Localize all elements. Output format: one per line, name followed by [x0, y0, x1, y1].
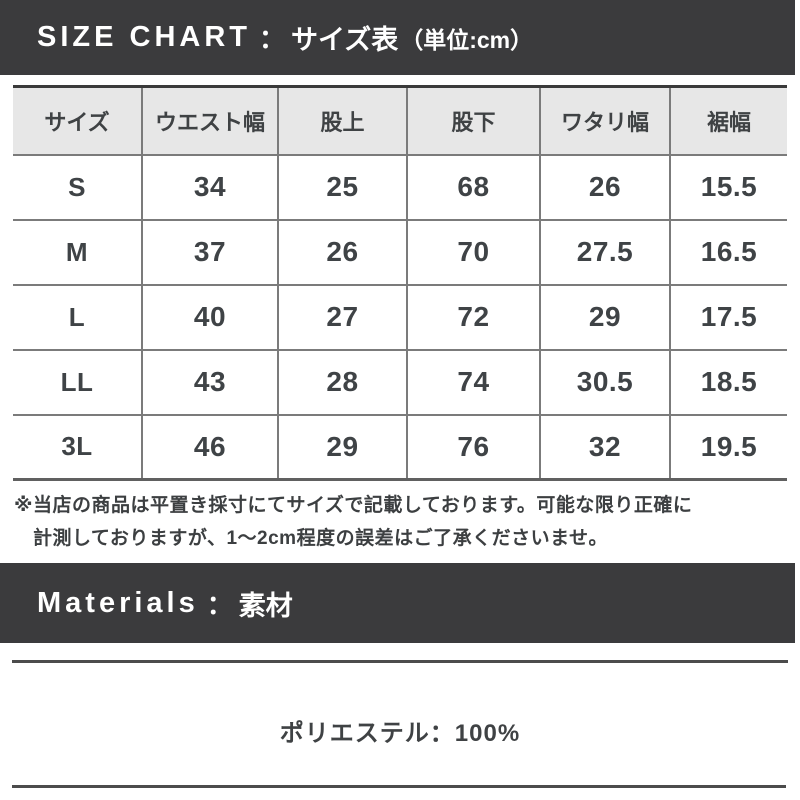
column-header-waist: ウエスト幅	[141, 86, 279, 156]
thigh-value: 32	[539, 414, 671, 481]
size-label: L	[13, 284, 143, 351]
divider-line-bottom	[12, 785, 786, 788]
materials-composition: ポリエステル：100%	[279, 720, 521, 747]
hem-value: 17.5	[669, 284, 787, 351]
size-chart-title-separator: ：	[259, 24, 286, 54]
divider-line-top	[12, 660, 788, 663]
hem-value: 19.5	[669, 414, 787, 481]
hem-value: 16.5	[669, 219, 787, 286]
size-label: S	[13, 154, 143, 221]
materials-title-separator: ：	[206, 589, 233, 620]
inseam-value: 76	[406, 414, 541, 481]
thigh-value: 26	[539, 154, 671, 221]
size-label: 3L	[13, 414, 143, 481]
table-row: L 40 27 72 29 17.5	[13, 284, 787, 351]
thigh-value: 30.5	[539, 349, 671, 416]
size-label: M	[13, 219, 143, 286]
table-row: S 34 25 68 26 15.5	[13, 154, 787, 221]
rise-value: 29	[277, 414, 408, 481]
column-header-thigh: ワタリ幅	[539, 86, 671, 156]
waist-value: 43	[141, 349, 279, 416]
rise-value: 28	[277, 349, 408, 416]
rise-value: 27	[277, 284, 408, 351]
materials-title-ja: 素材	[238, 590, 293, 621]
table-row: LL 43 28 74 30.5 18.5	[13, 349, 787, 416]
size-chart-title-en: SIZE CHART	[37, 21, 251, 53]
hem-value: 18.5	[669, 349, 787, 416]
waist-value: 34	[141, 154, 279, 221]
hem-value: 15.5	[669, 154, 787, 221]
inseam-value: 68	[406, 154, 541, 221]
inseam-value: 72	[406, 284, 541, 351]
size-chart-title-ja: サイズ表	[291, 25, 399, 55]
table-row: M 37 26 70 27.5 16.5	[13, 219, 787, 286]
rise-value: 25	[277, 154, 408, 221]
table-header-row: サイズ ウエスト幅 股上 股下 ワタリ幅 裾幅	[13, 86, 787, 156]
size-chart-table: サイズ ウエスト幅 股上 股下 ワタリ幅 裾幅 S 34 25 68 26 15…	[13, 85, 787, 481]
inseam-value: 70	[406, 219, 541, 286]
note-line-1: ※当店の商品は平置き採寸にてサイズで記載しております。可能な限り正確に	[14, 495, 693, 516]
waist-value: 46	[141, 414, 279, 481]
size-chart-title-unit: （単位:cm）	[400, 26, 534, 53]
measurement-note: ※当店の商品は平置き採寸にてサイズで記載しております。可能な限り正確に 計測して…	[14, 489, 788, 555]
waist-value: 37	[141, 219, 279, 286]
materials-header-bar: Materials ： 素材	[0, 563, 795, 643]
column-header-rise: 股上	[277, 86, 408, 156]
column-header-inseam: 股下	[406, 86, 541, 156]
materials-title-en: Materials	[37, 586, 199, 619]
size-chart-table-container: サイズ ウエスト幅 股上 股下 ワタリ幅 裾幅 S 34 25 68 26 15…	[13, 85, 787, 481]
note-line-2: 計測しておりますが、1〜2cm程度の誤差はご了承くださいませ。	[33, 528, 609, 549]
thigh-value: 29	[539, 284, 671, 351]
size-chart-header-bar: SIZE CHART ： サイズ表 （単位:cm）	[0, 0, 795, 75]
column-header-hem: 裾幅	[669, 86, 787, 156]
inseam-value: 74	[406, 349, 541, 416]
table-row: 3L 46 29 76 32 19.5	[13, 414, 787, 481]
size-label: LL	[13, 349, 143, 416]
rise-value: 26	[277, 219, 408, 286]
thigh-value: 27.5	[539, 219, 671, 286]
waist-value: 40	[141, 284, 279, 351]
column-header-size: サイズ	[13, 86, 143, 156]
